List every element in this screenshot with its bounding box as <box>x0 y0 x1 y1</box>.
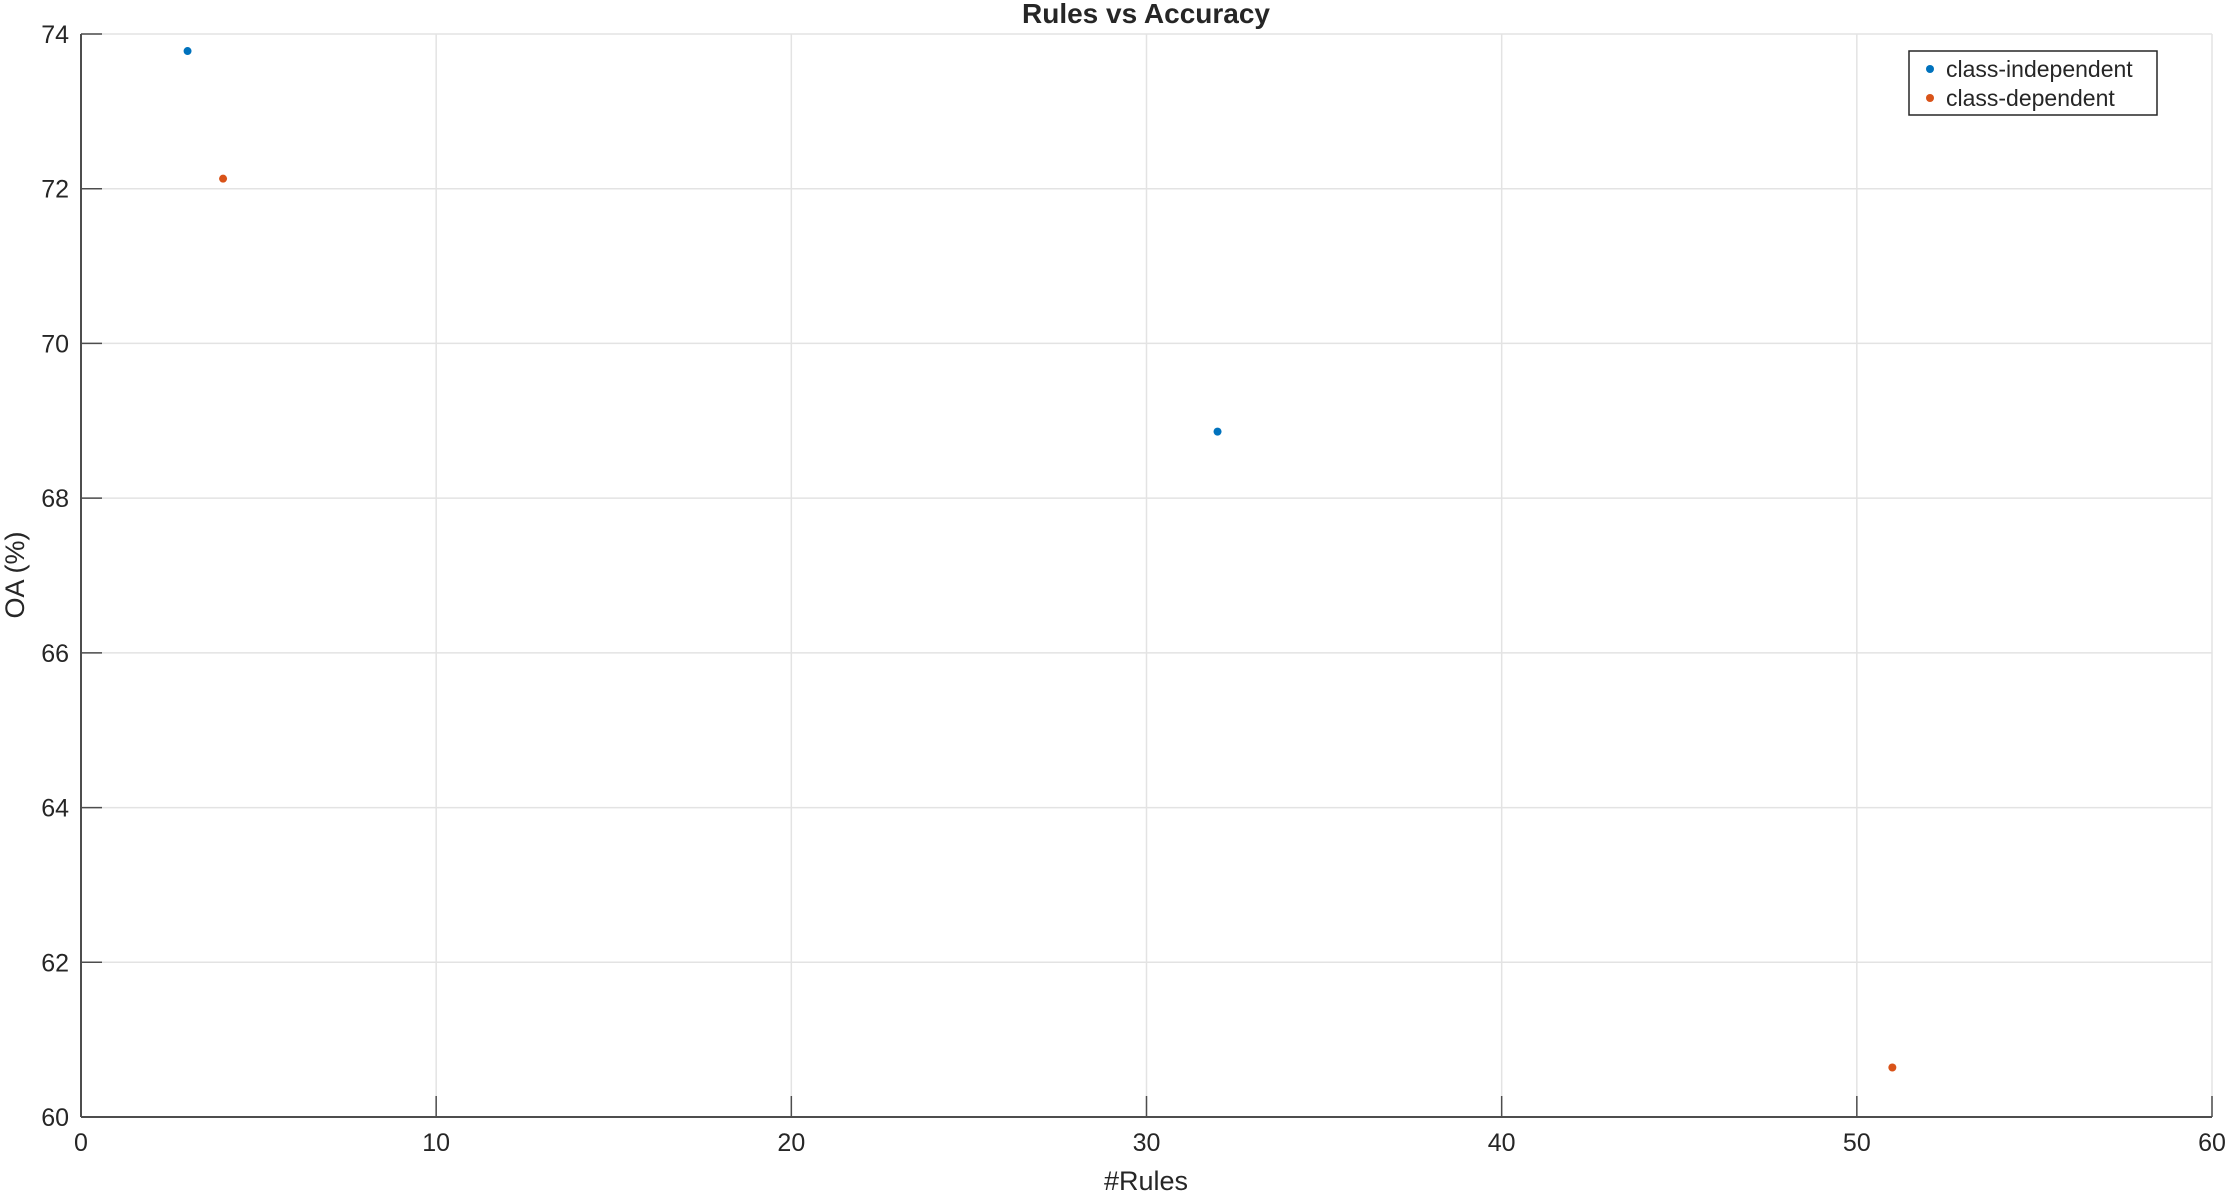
x-tick-label: 50 <box>1843 1129 1871 1157</box>
y-tick-label: 64 <box>41 795 69 823</box>
data-point-class-dependent <box>1888 1063 1897 1072</box>
data-point-class-independent <box>183 47 192 56</box>
x-axis-label: #Rules <box>1104 1166 1188 1192</box>
x-tick-label: 40 <box>1488 1129 1516 1157</box>
chart-title: Rules vs Accuracy <box>1022 0 1270 29</box>
y-tick-label: 72 <box>41 176 69 204</box>
x-tick-label: 60 <box>2198 1129 2226 1157</box>
y-axis-label: OA (%) <box>0 531 30 618</box>
y-tick-label: 68 <box>41 485 69 513</box>
data-point-class-dependent <box>219 174 228 183</box>
x-tick-label: 20 <box>777 1129 805 1157</box>
y-tick-label: 70 <box>41 330 69 358</box>
tick-labels: 0 10 20 30 40 50 60 60 62 64 66 68 70 72 74 <box>41 21 2226 1157</box>
y-tick-label: 74 <box>41 21 69 49</box>
data-points <box>183 47 1897 1072</box>
grid <box>80 33 2213 1118</box>
legend-box <box>1908 50 2158 116</box>
x-tick-label: 30 <box>1133 1129 1161 1157</box>
y-tick-label: 62 <box>41 949 69 977</box>
legend-label-class-independent: class-independent <box>1946 56 2133 82</box>
legend: class-independent class-dependent <box>1908 50 2158 116</box>
legend-marker-class-dependent <box>1926 94 1934 102</box>
x-tick-label: 10 <box>422 1129 450 1157</box>
y-tick-label: 66 <box>41 640 69 668</box>
legend-label-class-dependent: class-dependent <box>1946 85 2115 111</box>
x-tick-label: 0 <box>74 1129 88 1157</box>
y-tick-label: 60 <box>41 1104 69 1132</box>
legend-marker-class-independent <box>1926 65 1934 73</box>
data-point-class-independent <box>1213 427 1222 436</box>
axes <box>80 33 2213 1118</box>
